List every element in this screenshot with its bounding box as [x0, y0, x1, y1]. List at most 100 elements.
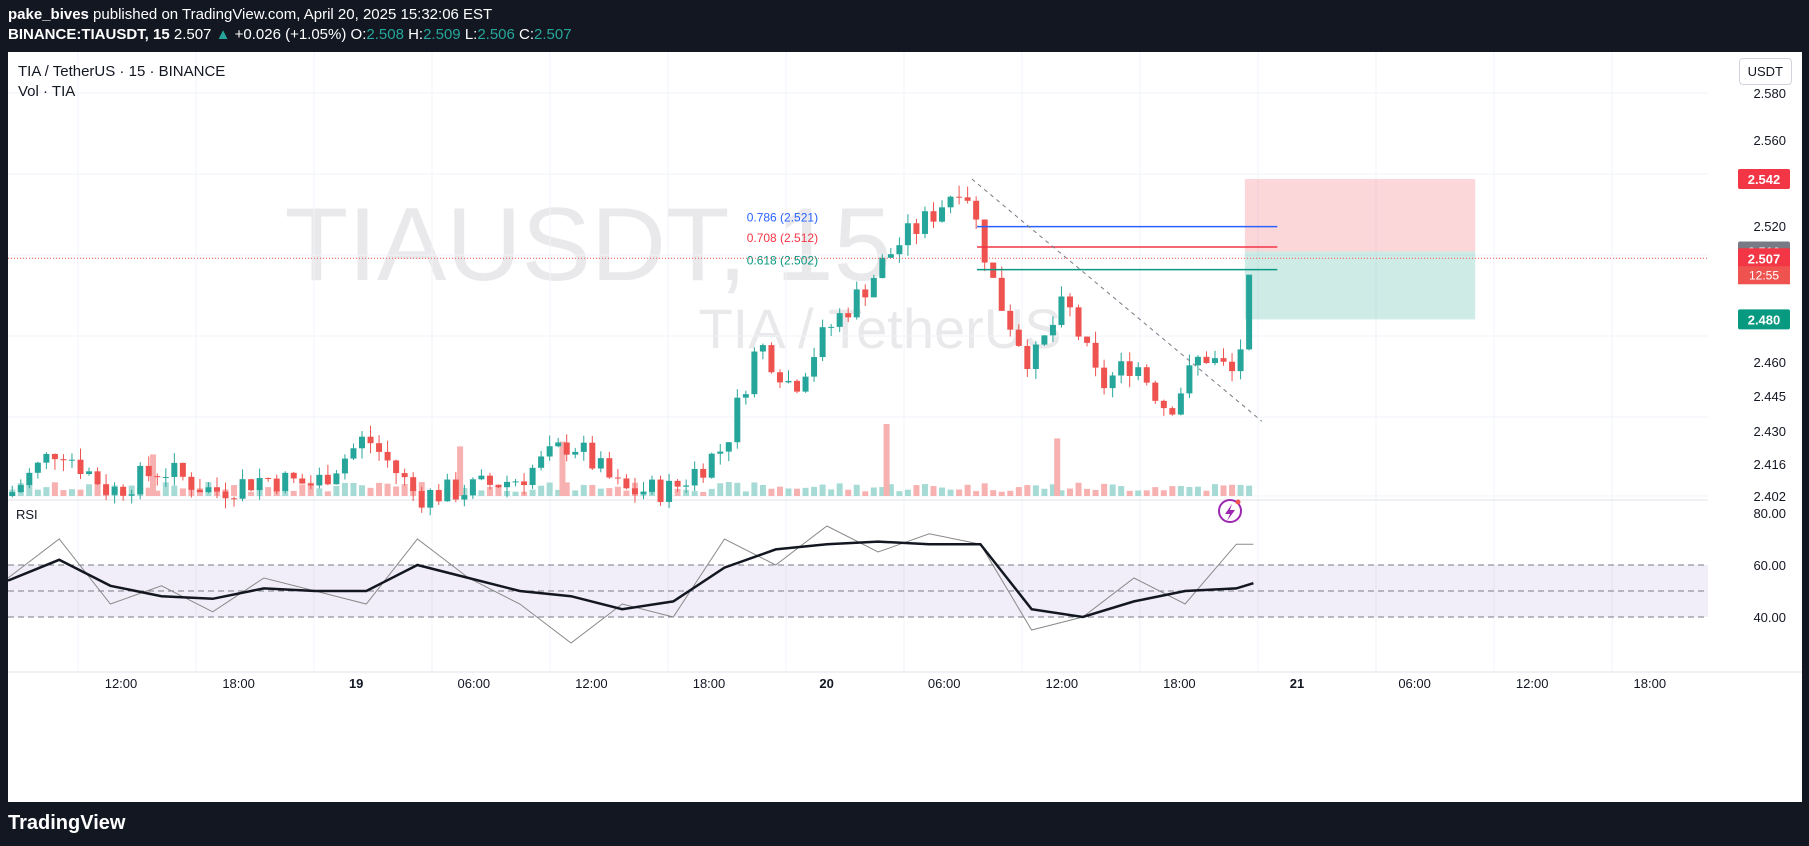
candle-body[interactable]	[273, 478, 280, 492]
candle-body[interactable]	[1143, 367, 1150, 383]
candle-body[interactable]	[94, 471, 101, 485]
lightning-icon[interactable]	[1218, 499, 1242, 523]
candle-body[interactable]	[674, 480, 681, 487]
candle-body[interactable]	[239, 479, 246, 499]
legend-title[interactable]: TIA / TetherUS · 15 · BINANCE	[18, 63, 226, 80]
candle-body[interactable]	[623, 478, 630, 489]
candle-body[interactable]	[171, 462, 178, 477]
candle-body[interactable]	[299, 478, 306, 484]
candle-body[interactable]	[683, 485, 690, 487]
candle-body[interactable]	[538, 456, 545, 468]
candle-body[interactable]	[435, 489, 442, 502]
candle-body[interactable]	[86, 471, 93, 475]
candle-body[interactable]	[1186, 365, 1193, 394]
candle-body[interactable]	[231, 498, 238, 500]
candle-body[interactable]	[1160, 400, 1167, 409]
candle-body[interactable]	[1220, 358, 1227, 362]
candle-body[interactable]	[700, 468, 707, 478]
candle-body[interactable]	[751, 351, 758, 395]
legend-volume[interactable]: Vol · TIA	[18, 83, 76, 100]
drawings[interactable]: 0.786 (2.521) 0.708 (2.512) 0.618 (2.502)	[8, 178, 1708, 523]
candle-body[interactable]	[34, 462, 41, 473]
candle-body[interactable]	[452, 479, 459, 500]
candle-body[interactable]	[316, 474, 323, 486]
candle-body[interactable]	[1169, 408, 1176, 415]
candle-body[interactable]	[870, 278, 877, 298]
candle-body[interactable]	[154, 476, 161, 478]
candle-body[interactable]	[9, 492, 16, 496]
candle-body[interactable]	[60, 459, 67, 461]
rsi-pane[interactable]: RSI	[8, 507, 1708, 644]
candle-body[interactable]	[324, 474, 331, 485]
candle-body[interactable]	[444, 479, 451, 502]
candle-body[interactable]	[179, 462, 186, 477]
candle-body[interactable]	[1066, 296, 1073, 308]
rsi-ma-line[interactable]	[8, 540, 1254, 619]
candle-body[interactable]	[1229, 361, 1236, 372]
axes[interactable]: 2.580 2.560 2.520 2.460 2.445 2.430 2.416 2.402…	[8, 52, 1802, 802]
candle-body[interactable]	[1024, 345, 1031, 369]
candle-body[interactable]	[120, 486, 127, 496]
rsi-line[interactable]	[8, 525, 1254, 644]
candle-body[interactable]	[1109, 375, 1116, 389]
candle-body[interactable]	[162, 476, 169, 478]
candle-body[interactable]	[580, 442, 587, 452]
long-position-tool[interactable]	[1244, 179, 1476, 320]
chart-svg[interactable]: TIAUSDT, 15 TIA / TetherUS 0.786 (2.521)…	[8, 52, 1802, 802]
candle-body[interactable]	[1135, 367, 1142, 376]
currency-button[interactable]: USDT	[1738, 58, 1792, 85]
candle-body[interactable]	[358, 436, 365, 449]
candle-body[interactable]	[512, 481, 519, 483]
candle-body[interactable]	[887, 254, 894, 258]
take-profit-zone[interactable]	[1244, 251, 1476, 320]
candle-body[interactable]	[188, 476, 195, 490]
candle-body[interactable]	[401, 473, 408, 478]
candle-body[interactable]	[572, 451, 579, 455]
candle-body[interactable]	[939, 207, 946, 222]
candle-body[interactable]	[819, 327, 826, 358]
candle-body[interactable]	[1152, 382, 1159, 401]
candle-body[interactable]	[265, 478, 272, 480]
candle-body[interactable]	[589, 442, 596, 469]
candle-body[interactable]	[998, 277, 1005, 311]
candle-body[interactable]	[853, 289, 860, 318]
candle-body[interactable]	[1101, 367, 1108, 389]
candle-body[interactable]	[486, 475, 493, 485]
candle-body[interactable]	[776, 372, 783, 383]
candle-body[interactable]	[77, 459, 84, 475]
candle-body[interactable]	[1211, 358, 1218, 364]
candle-body[interactable]	[734, 397, 741, 443]
candle-body[interactable]	[393, 460, 400, 474]
dashed-trendline[interactable]	[971, 178, 1263, 422]
candle-body[interactable]	[461, 495, 468, 500]
candle-body[interactable]	[504, 481, 511, 488]
candle-body[interactable]	[145, 465, 152, 477]
candle-body[interactable]	[427, 489, 434, 508]
candle-body[interactable]	[811, 357, 818, 377]
candle-body[interactable]	[68, 459, 75, 461]
candle-body[interactable]	[1015, 329, 1022, 346]
candle-body[interactable]	[384, 451, 391, 461]
candle-body[interactable]	[196, 489, 203, 493]
candle-body[interactable]	[256, 478, 263, 491]
candle-body[interactable]	[717, 451, 724, 454]
candle-body[interactable]	[1246, 274, 1253, 350]
candle-body[interactable]	[1092, 342, 1099, 368]
candle-body[interactable]	[649, 479, 656, 492]
candle-body[interactable]	[768, 345, 775, 373]
candle-body[interactable]	[657, 479, 664, 502]
candle-body[interactable]	[137, 465, 144, 495]
candle-body[interactable]	[879, 257, 886, 279]
candle-body[interactable]	[128, 494, 135, 496]
candle-body[interactable]	[282, 472, 289, 492]
candle-body[interactable]	[350, 448, 357, 459]
candle-body[interactable]	[333, 473, 340, 485]
candle-body[interactable]	[103, 484, 110, 495]
candle-body[interactable]	[1177, 393, 1184, 415]
candle-body[interactable]	[43, 453, 50, 463]
candle-body[interactable]	[111, 486, 118, 495]
candle-body[interactable]	[418, 491, 425, 508]
candle-body[interactable]	[725, 442, 732, 452]
candle-body[interactable]	[555, 442, 562, 447]
candle-body[interactable]	[862, 289, 869, 298]
